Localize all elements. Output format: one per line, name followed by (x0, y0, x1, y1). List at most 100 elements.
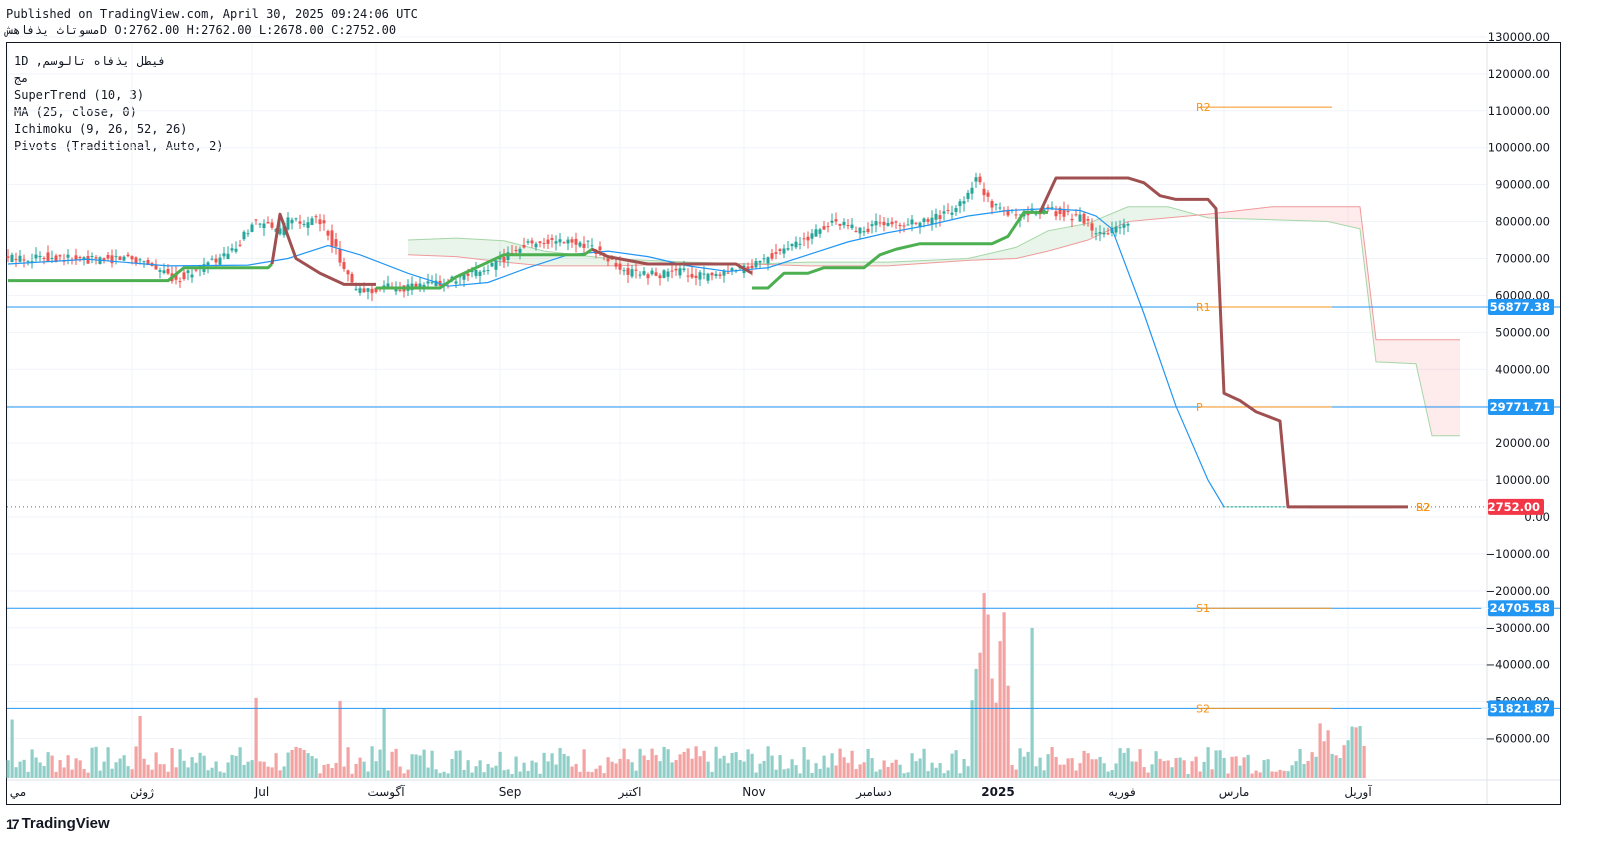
ichimoku-cloud-segment (1272, 206, 1276, 220)
y-tick-label: −10000.00 (1485, 547, 1550, 561)
candle-body (342, 262, 346, 269)
volume-bar (302, 749, 306, 778)
volume-bar (446, 773, 450, 778)
legend-indicator-pivots[interactable]: Pivots (Traditional, Auto, 2) (14, 139, 224, 153)
ichimoku-cloud-segment (1012, 247, 1016, 259)
ichimoku-cloud-segment (1292, 206, 1296, 221)
ichimoku-cloud-segment (596, 257, 600, 266)
volume-bar (706, 761, 710, 778)
ichimoku-cloud-segment (804, 262, 808, 266)
volume-bar (398, 766, 402, 778)
candle-body (834, 219, 838, 222)
chart-frame[interactable] (6, 42, 1561, 805)
candle-body (846, 225, 850, 227)
ichimoku-cloud-segment (900, 261, 904, 266)
legend-indicator-ichimoku[interactable]: Ichimoku (9, 26, 52, 26) (14, 122, 188, 136)
candle-body (838, 223, 842, 226)
candle-body (222, 253, 226, 257)
candle-body (1078, 214, 1082, 222)
volume-bar (682, 751, 686, 778)
ichimoku-span-a (407, 206, 1460, 437)
volume-bar (530, 760, 534, 778)
candlesticks (6, 172, 1366, 508)
volume-bar (470, 772, 474, 778)
volume-bar (106, 747, 110, 778)
candle-body (1082, 213, 1086, 224)
ichimoku-cloud-segment (1064, 227, 1068, 247)
volume-bar (590, 772, 594, 778)
candle-body (254, 219, 258, 221)
legend-indicator-supertrend[interactable]: SuperTrend (10, 3) (14, 88, 145, 102)
ichimoku-cloud-segment (460, 238, 464, 258)
volume-bar (250, 760, 254, 778)
ichimoku-cloud-segment (1284, 206, 1288, 221)
candle-body (662, 270, 666, 278)
ichimoku-cloud-segment (1248, 209, 1252, 220)
candle-body (682, 268, 686, 271)
ichimoku-cloud-segment (1384, 339, 1388, 363)
candle-body (354, 288, 358, 290)
volume-bar (334, 762, 338, 778)
candle-body (718, 274, 722, 276)
candle-body (370, 288, 374, 294)
ichimoku-cloud-segment (792, 262, 796, 266)
candle-body (242, 231, 246, 240)
volume-bar (786, 768, 790, 778)
ichimoku-cloud-segment (1156, 206, 1160, 219)
ichimoku-cloud-segment (1080, 224, 1084, 243)
ichimoku-cloud-segment (832, 262, 836, 266)
volume-bar (1342, 745, 1346, 778)
volume-bar (738, 759, 742, 778)
candle-body (302, 223, 306, 225)
ichimoku-cloud-segment (1436, 339, 1440, 436)
candle-body (1050, 207, 1054, 209)
volume-bar (1278, 769, 1282, 778)
volume-bar (1014, 769, 1018, 778)
volume-bar (298, 748, 302, 778)
volume-bar (642, 755, 646, 778)
volume-bar (1006, 685, 1010, 778)
y-tick-label: −20000.00 (1485, 584, 1550, 598)
volume-bar (1170, 767, 1174, 778)
supertrend-segment (8, 262, 274, 283)
volume-bar (1090, 759, 1094, 778)
ichimoku-cloud-segment (536, 249, 540, 266)
volume-bar (666, 749, 670, 778)
candle-body (990, 200, 994, 208)
volume-bar (354, 763, 358, 778)
volume-bar (442, 771, 446, 778)
volume-bar (430, 750, 434, 778)
volume-bar (390, 751, 394, 778)
candle-body (614, 263, 618, 267)
volume-bar (1290, 765, 1294, 778)
candle-body (234, 248, 238, 252)
supertrend (8, 176, 1408, 509)
candle-body (310, 218, 314, 225)
ichimoku-cloud-segment (440, 238, 444, 257)
chart-legend: 1D ,فيطل يذفاه تالوسم مج SuperTrend (10,… (14, 53, 224, 155)
volume-bar (986, 614, 990, 778)
candle-body (658, 275, 662, 279)
candle-body (998, 207, 1002, 209)
candle-body (1118, 227, 1122, 229)
ichimoku-cloud-segment (428, 239, 432, 256)
volume-bar (922, 748, 926, 778)
legend-symbol[interactable]: 1D ,فيطل يذفاه تالوسم (14, 54, 166, 68)
legend-indicator-ma[interactable]: MA (25, close, 0) (14, 105, 137, 119)
candle-body (78, 257, 82, 259)
ichimoku-cloud-segment (1456, 339, 1460, 436)
ichimoku-cloud-segment (1036, 234, 1040, 254)
candle-body (798, 243, 802, 245)
volume-bar (1250, 773, 1254, 778)
ichimoku-cloud-segment (1348, 206, 1352, 228)
volume-bar (1110, 770, 1114, 778)
volume-bar (38, 762, 42, 778)
volume-bar (130, 769, 134, 778)
volume-bar (862, 762, 866, 778)
ichimoku-cloud-segment (1244, 209, 1248, 220)
ichimoku-cloud-segment (1444, 339, 1448, 436)
tradingview-logo[interactable]: 17 TradingView (6, 815, 110, 832)
volume-bar (402, 773, 406, 778)
volume-bar (846, 762, 850, 778)
